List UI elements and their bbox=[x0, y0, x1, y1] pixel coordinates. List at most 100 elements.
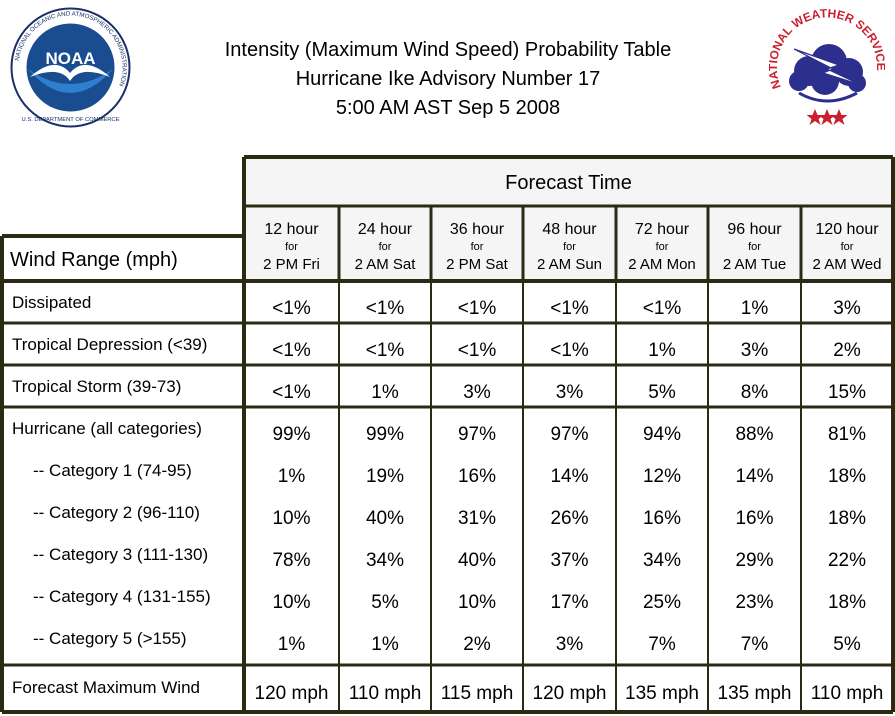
max-wind-value: 120 mph bbox=[254, 683, 329, 704]
row-label: Hurricane (all categories) bbox=[12, 419, 202, 438]
row-label: -- Category 2 (96-110) bbox=[33, 503, 200, 522]
row-value: 78% bbox=[272, 550, 311, 571]
row-value: 8% bbox=[740, 382, 769, 403]
row-value: <1% bbox=[272, 298, 311, 319]
row-value: <1% bbox=[272, 382, 311, 403]
column-hours: 12 hour bbox=[264, 221, 319, 238]
max-wind-value: 135 mph bbox=[717, 683, 792, 704]
column-for-label: for bbox=[563, 241, 576, 253]
column-time: 2 AM Mon bbox=[628, 256, 696, 273]
row-value: 5% bbox=[648, 382, 676, 403]
row-value: 7% bbox=[740, 634, 769, 655]
title-line-1: Intensity (Maximum Wind Speed) Probabili… bbox=[224, 39, 672, 61]
column-hours: 96 hour bbox=[727, 221, 782, 238]
row-value: 1% bbox=[371, 634, 399, 655]
row-label: -- Category 4 (131-155) bbox=[33, 587, 211, 606]
row-value: 16% bbox=[735, 508, 774, 529]
row-label: Dissipated bbox=[12, 293, 92, 312]
column-for-label: for bbox=[378, 241, 392, 253]
row-value: 16% bbox=[457, 466, 497, 487]
nws-logo: NATIONAL WEATHER SERVICE bbox=[769, 7, 885, 125]
row-value: <1% bbox=[365, 340, 405, 361]
row-value: 5% bbox=[371, 592, 399, 613]
row-value: <1% bbox=[457, 298, 497, 319]
column-hours: 24 hour bbox=[357, 221, 413, 238]
row-value: 97% bbox=[550, 424, 589, 445]
row-value: <1% bbox=[642, 298, 682, 319]
row-value: 3% bbox=[463, 382, 491, 403]
column-for-label: for bbox=[470, 241, 484, 253]
row-value: 23% bbox=[735, 592, 774, 613]
column-for-label: for bbox=[748, 241, 761, 253]
column-time: 2 AM Sat bbox=[354, 256, 416, 273]
row-value: 19% bbox=[365, 466, 405, 487]
row-value: 99% bbox=[365, 424, 405, 445]
row-value: 81% bbox=[827, 424, 867, 445]
row-value: <1% bbox=[365, 298, 405, 319]
column-for-label: for bbox=[840, 241, 854, 253]
row-value: <1% bbox=[550, 340, 589, 361]
row-label: -- Category 3 (111-130) bbox=[33, 545, 209, 564]
column-time: 2 PM Fri bbox=[263, 256, 320, 273]
row-value: 97% bbox=[457, 424, 497, 445]
page-title: Intensity (Maximum Wind Speed) Probabili… bbox=[150, 36, 746, 123]
noaa-logo: NOAA NATIONAL OCEANIC AND ATMOSPHERIC AD… bbox=[10, 7, 131, 128]
row-value: 17% bbox=[550, 592, 589, 613]
row-value: 7% bbox=[648, 634, 676, 655]
max-wind-value: 135 mph bbox=[625, 683, 699, 704]
max-wind-value: 110 mph bbox=[810, 683, 884, 704]
row-value: <1% bbox=[550, 298, 589, 319]
row-value: 94% bbox=[642, 424, 682, 445]
row-value: 22% bbox=[827, 550, 867, 571]
row-value: 1% bbox=[648, 340, 676, 361]
row-value: 26% bbox=[550, 508, 589, 529]
row-value: 18% bbox=[827, 592, 867, 613]
row-value: 31% bbox=[457, 508, 497, 529]
row-value: 3% bbox=[740, 340, 769, 361]
row-value: 2% bbox=[833, 340, 861, 361]
row-label: Tropical Storm (39-73) bbox=[12, 377, 182, 396]
wind-range-label: Wind Range (mph) bbox=[10, 249, 178, 271]
column-for-label: for bbox=[655, 241, 669, 253]
column-for-label: for bbox=[285, 241, 298, 253]
row-label: -- Category 5 (>155) bbox=[33, 629, 187, 648]
row-value: 3% bbox=[555, 382, 584, 403]
max-wind-value: 110 mph bbox=[348, 683, 422, 704]
row-value: 34% bbox=[365, 550, 405, 571]
row-value: 1% bbox=[371, 382, 399, 403]
row-value: 10% bbox=[272, 508, 311, 529]
row-value: 37% bbox=[550, 550, 589, 571]
row-value: 15% bbox=[827, 382, 867, 403]
row-value: 3% bbox=[833, 298, 861, 319]
row-value: 25% bbox=[642, 592, 682, 613]
row-value: 1% bbox=[277, 634, 306, 655]
row-value: 16% bbox=[642, 508, 682, 529]
row-value: 5% bbox=[833, 634, 861, 655]
row-value: 34% bbox=[642, 550, 682, 571]
noaa-logo-text: NOAA bbox=[45, 49, 95, 68]
row-value: 14% bbox=[735, 466, 774, 487]
row-label: -- Category 1 (74-95) bbox=[33, 461, 192, 480]
row-value: 99% bbox=[272, 424, 311, 445]
row-label: Tropical Depression (<39) bbox=[12, 335, 208, 354]
row-value: 1% bbox=[277, 466, 306, 487]
row-value: 14% bbox=[550, 466, 589, 487]
column-hours: 120 hour bbox=[815, 221, 879, 238]
row-value: 18% bbox=[827, 508, 867, 529]
row-value: 3% bbox=[555, 634, 584, 655]
column-time: 2 AM Sun bbox=[536, 256, 603, 273]
row-value: 1% bbox=[740, 298, 769, 319]
column-hours: 48 hour bbox=[542, 221, 597, 238]
header-background bbox=[244, 157, 893, 281]
column-time: 2 AM Tue bbox=[722, 256, 787, 273]
column-hours: 36 hour bbox=[449, 221, 505, 238]
row-value: <1% bbox=[272, 340, 311, 361]
row-value: 2% bbox=[463, 634, 491, 655]
title-line-3: 5:00 AM AST Sep 5 2008 bbox=[335, 97, 561, 119]
row-value: 88% bbox=[735, 424, 774, 445]
row-value: 10% bbox=[272, 592, 311, 613]
row-value: 40% bbox=[365, 508, 405, 529]
max-wind-value: 115 mph bbox=[440, 683, 514, 704]
row-value: <1% bbox=[457, 340, 497, 361]
